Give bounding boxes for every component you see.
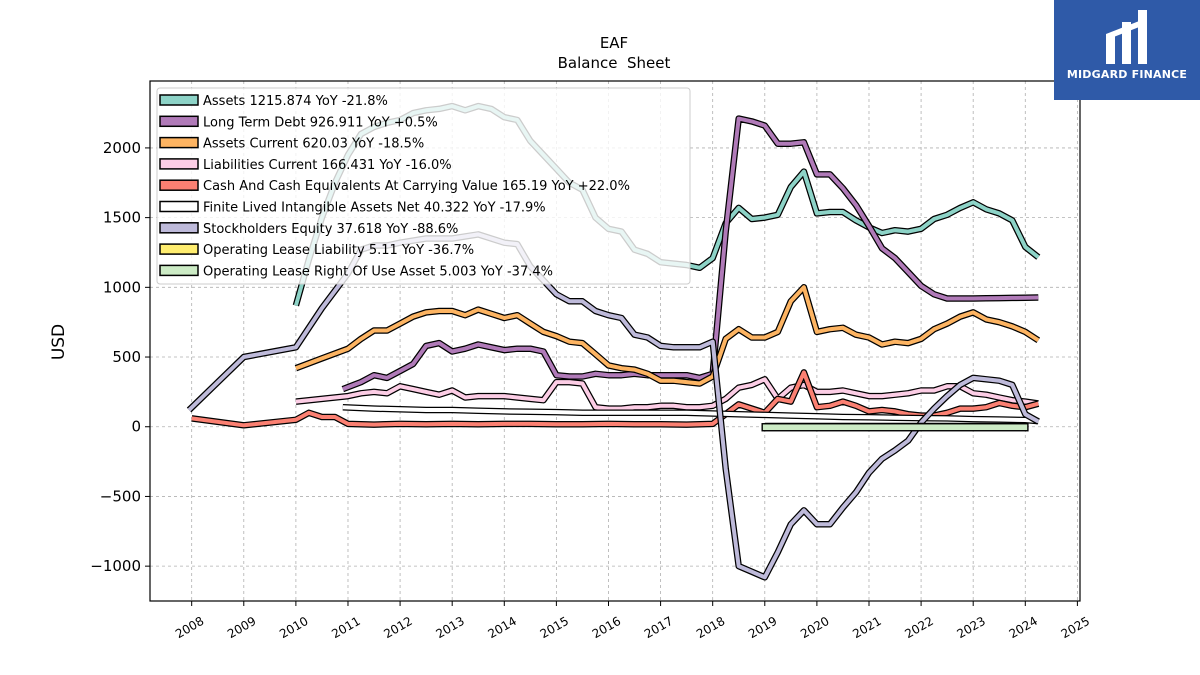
- x-tick-label: 2011: [329, 614, 362, 641]
- legend-entry: Long Term Debt 926.911 YoY +0.5%: [203, 115, 438, 130]
- legend-swatch: [159, 264, 199, 277]
- legend-swatch: [159, 136, 199, 149]
- legend-entry: Assets 1215.874 YoY -21.8%: [203, 94, 388, 109]
- legend-swatch: [159, 94, 199, 106]
- x-tick-label: 2025: [1059, 614, 1092, 641]
- series-line: [191, 370, 1039, 428]
- brand-mark-icon: [1106, 10, 1147, 64]
- x-tick-label: 2022: [902, 614, 935, 641]
- y-axis-label: USD: [49, 324, 69, 360]
- legend-entry: Operating Lease Liability 5.11 YoY -36.7…: [203, 243, 474, 258]
- x-tick-label: 2009: [225, 614, 258, 641]
- series-line: [761, 423, 1029, 432]
- x-tick-label: 2008: [173, 614, 206, 641]
- x-tick-label: 2024: [1007, 614, 1040, 641]
- legend-swatch: [159, 222, 199, 234]
- y-tick-label: 1500: [103, 209, 141, 227]
- x-tick-label: 2018: [694, 614, 727, 641]
- legend-swatch: [159, 158, 199, 170]
- x-tick-label: 2016: [590, 614, 623, 641]
- x-tick-label: 2023: [954, 614, 987, 641]
- x-tick-label: 2019: [746, 614, 779, 641]
- series-line: [342, 116, 1039, 391]
- plot-frame: [149, 80, 1081, 602]
- legend-swatch: [159, 200, 199, 213]
- y-tick-label: 500: [112, 348, 141, 366]
- legend-entry: Cash And Cash Equivalents At Carrying Va…: [203, 179, 630, 194]
- x-tick-label: 2014: [486, 614, 519, 641]
- x-axis: 2008 2009 2010 2011 2012 2013 2014 2015 2016 2017…: [173, 601, 1092, 641]
- legend: Assets 1215.874 YoY -21.8% Long Term Debt…: [156, 87, 691, 285]
- legend-entry: Liabilities Current 166.431 YoY -16.0%: [203, 158, 452, 173]
- y-tick-label: 1000: [103, 278, 141, 296]
- y-tick-label: 2000: [103, 139, 141, 157]
- y-tick-label: 0: [131, 418, 141, 436]
- series-line: [295, 377, 1039, 411]
- chart-title: EAF: [600, 34, 628, 52]
- legend-swatch: [159, 115, 199, 128]
- x-tick-label: 2021: [850, 614, 883, 641]
- x-tick-label: 2010: [277, 614, 310, 641]
- brand-name: MIDGARD FINANCE: [1066, 68, 1188, 81]
- series-line: [295, 285, 1040, 386]
- y-axis: −1000 −500 0 500 1000 1500 2000: [90, 139, 150, 575]
- y-tick-label: −1000: [90, 557, 141, 575]
- legend-entry: Assets Current 620.03 YoY -18.5%: [203, 137, 424, 152]
- series-line: [342, 405, 1039, 424]
- x-tick-label: 2012: [381, 614, 414, 641]
- legend-swatch: [159, 179, 199, 191]
- chart-subtitle: Balance Sheet: [558, 54, 671, 72]
- legend-swatch: [159, 243, 199, 255]
- x-tick-label: 2020: [798, 614, 831, 641]
- y-tick-label: −500: [100, 487, 141, 505]
- legend-box: [156, 87, 691, 285]
- brand-logo: MIDGARD FINANCE: [1054, 0, 1200, 100]
- legend-entry: Operating Lease Right Of Use Asset 5.003…: [203, 264, 553, 279]
- legend-entry: Stockholders Equity 37.618 YoY -88.6%: [203, 222, 458, 237]
- x-tick-label: 2013: [433, 614, 466, 641]
- legend-entry: Finite Lived Intangible Assets Net 40.32…: [203, 201, 546, 216]
- x-tick-label: 2017: [642, 614, 675, 641]
- x-tick-label: 2015: [538, 614, 571, 641]
